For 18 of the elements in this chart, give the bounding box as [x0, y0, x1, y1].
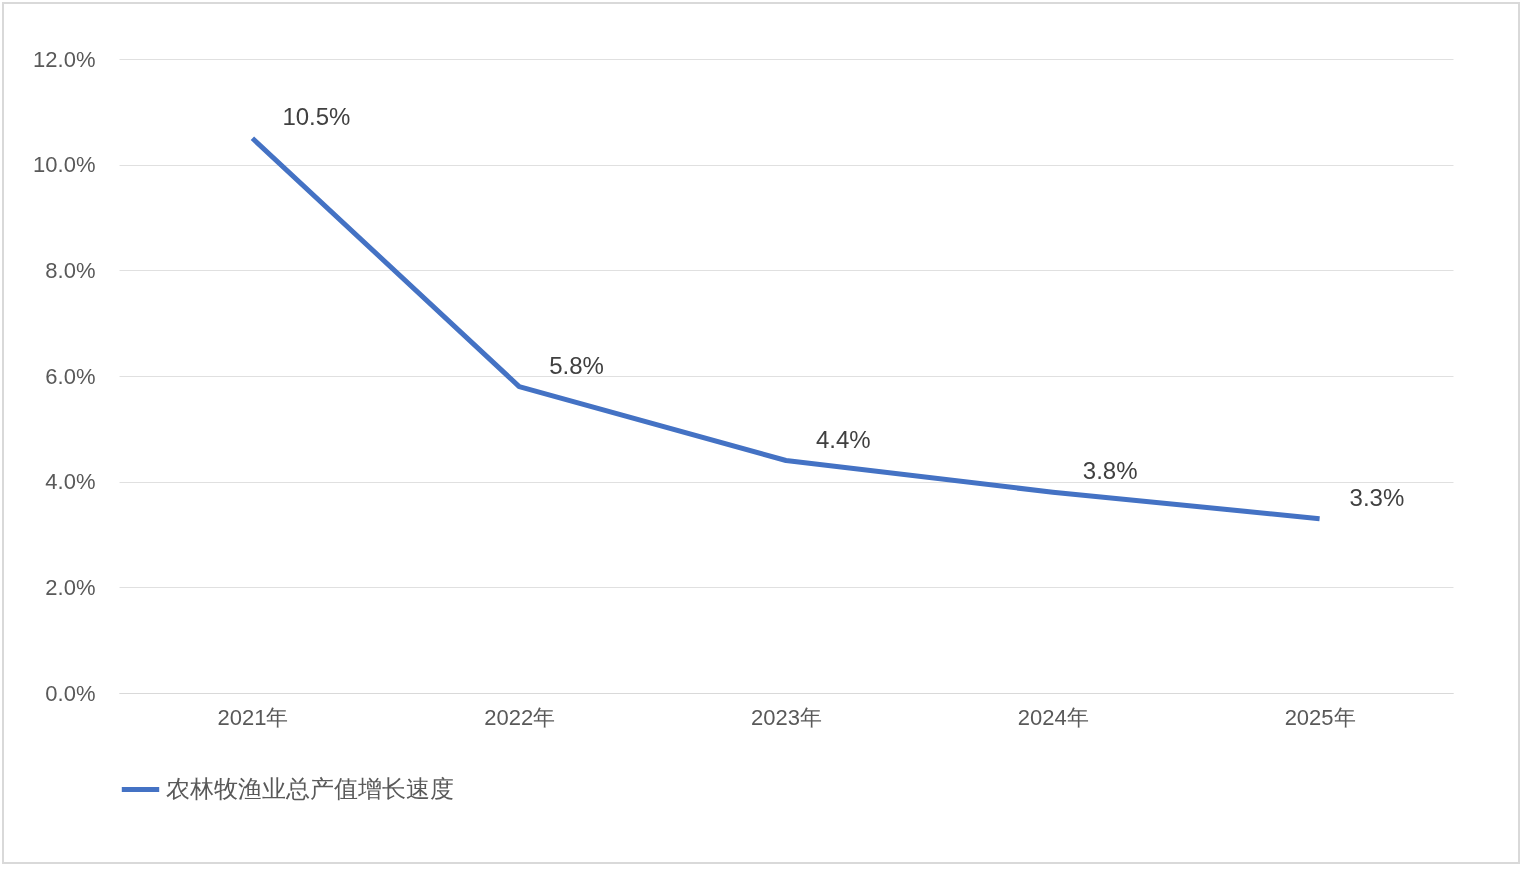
x-tick-label: 2022年 [484, 704, 556, 730]
x-tick-label: 2021年 [217, 704, 289, 730]
y-tick-label: 2.0% [45, 574, 96, 600]
y-tick-label: 0.0% [45, 680, 96, 706]
y-tick-label: 4.0% [45, 469, 96, 495]
x-tick-label: 2023年 [751, 704, 822, 730]
data-label: 10.5% [282, 103, 351, 131]
y-tick-label: 8.0% [45, 257, 96, 283]
data-label: 4.4% [816, 425, 871, 453]
y-tick-label: 12.0% [33, 46, 96, 72]
data-label: 3.8% [1082, 457, 1138, 485]
data-label: 3.3% [1349, 483, 1405, 511]
y-tick-label: 6.0% [45, 363, 96, 389]
legend-label: 农林牧渔业总产值增长速度 [166, 774, 454, 802]
x-tick-label: 2025年 [1284, 704, 1356, 730]
y-tick-label: 10.0% [33, 152, 96, 178]
data-label: 5.8% [549, 351, 604, 379]
x-tick-label: 2024年 [1017, 704, 1089, 730]
